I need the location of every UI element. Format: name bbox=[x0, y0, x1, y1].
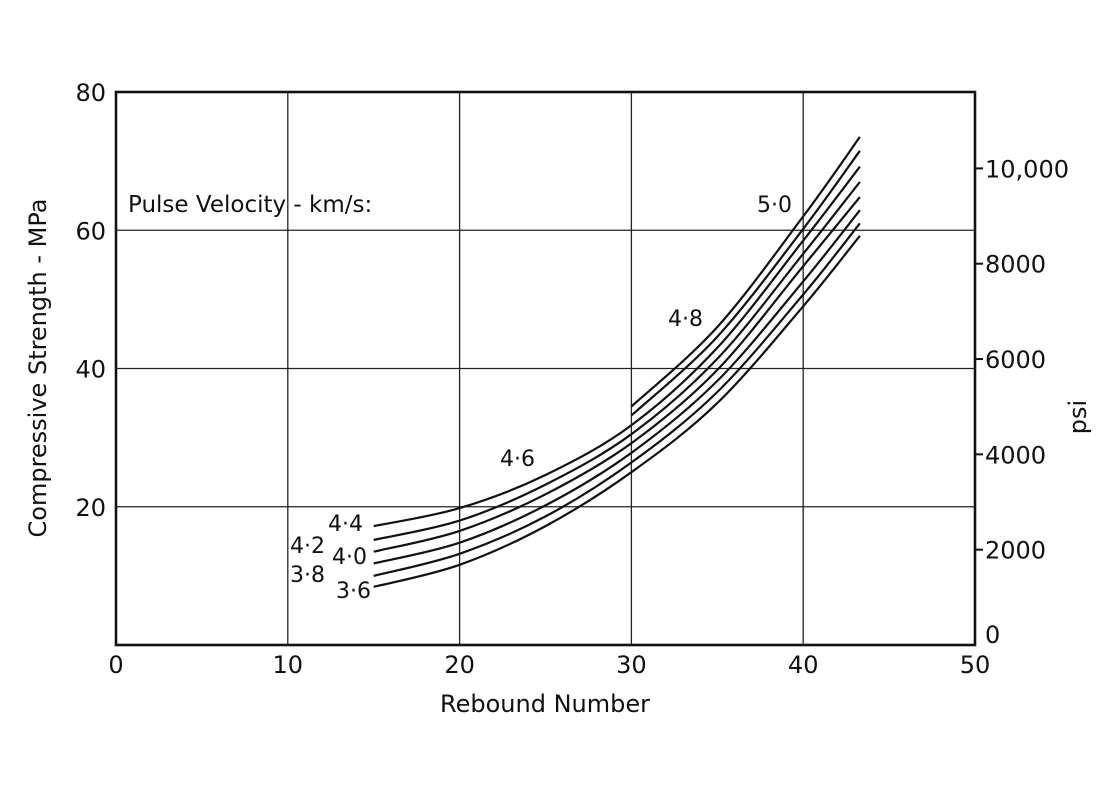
grid-lines bbox=[116, 92, 975, 645]
series-label-4-2: 4·2 bbox=[290, 534, 325, 559]
y-axis-label: Compressive Strength - MPa bbox=[24, 199, 52, 538]
x-tick-label: 50 bbox=[960, 651, 991, 679]
tick-labels: 0 10 20 30 40 50 20 40 60 80 0 2000 4000 6000 8000 10,0… bbox=[75, 79, 1069, 679]
pulse-velocity-curve bbox=[373, 222, 861, 577]
series-label-3-8: 3·8 bbox=[290, 563, 325, 588]
pulse-velocity-curve bbox=[630, 150, 861, 417]
series-label-4-0: 4·0 bbox=[332, 545, 367, 570]
y-tick-label: 80 bbox=[75, 79, 106, 107]
x-tick-label: 30 bbox=[616, 651, 647, 679]
y2-axis-label: psi bbox=[1064, 400, 1092, 434]
y-tick-label: 40 bbox=[75, 356, 106, 384]
curve-layer bbox=[373, 136, 861, 588]
pulse-velocity-curve bbox=[373, 209, 861, 565]
series-labels: 5·0 4·8 4·6 4·4 4·2 4·0 3·8 3·6 bbox=[290, 193, 792, 604]
x-tick-label: 40 bbox=[788, 651, 819, 679]
y2-tick-label: 10,000 bbox=[985, 155, 1069, 183]
pulse-velocity-curve bbox=[373, 181, 861, 541]
x-axis-label: Rebound Number bbox=[440, 690, 650, 718]
x-tick-label: 20 bbox=[444, 651, 475, 679]
y2-tick-label: 8000 bbox=[985, 251, 1046, 279]
pulse-velocity-curve bbox=[373, 235, 861, 588]
plot-frame bbox=[114, 90, 977, 647]
x-tick-label: 0 bbox=[108, 651, 123, 679]
y2-tick-label: 0 bbox=[985, 621, 1000, 649]
y2-tick-label: 2000 bbox=[985, 537, 1046, 565]
series-label-3-6: 3·6 bbox=[336, 579, 371, 604]
series-label-4-8: 4·8 bbox=[668, 307, 703, 332]
series-label-4-4: 4·4 bbox=[328, 512, 363, 537]
series-label-5-0: 5·0 bbox=[757, 193, 792, 218]
pulse-velocity-curve bbox=[630, 136, 861, 408]
y-tick-label: 20 bbox=[75, 494, 106, 522]
series-label-4-6: 4·6 bbox=[500, 447, 535, 472]
pulse-velocity-annotation: Pulse Velocity - km/s: bbox=[128, 192, 372, 218]
y2-tick-label: 6000 bbox=[985, 346, 1046, 374]
pulse-velocity-curve bbox=[373, 166, 861, 528]
x-tick-label: 10 bbox=[273, 651, 304, 679]
y2-tick-label: 4000 bbox=[985, 441, 1046, 469]
pulse-velocity-curve bbox=[373, 196, 861, 553]
y-tick-label: 60 bbox=[75, 217, 106, 245]
